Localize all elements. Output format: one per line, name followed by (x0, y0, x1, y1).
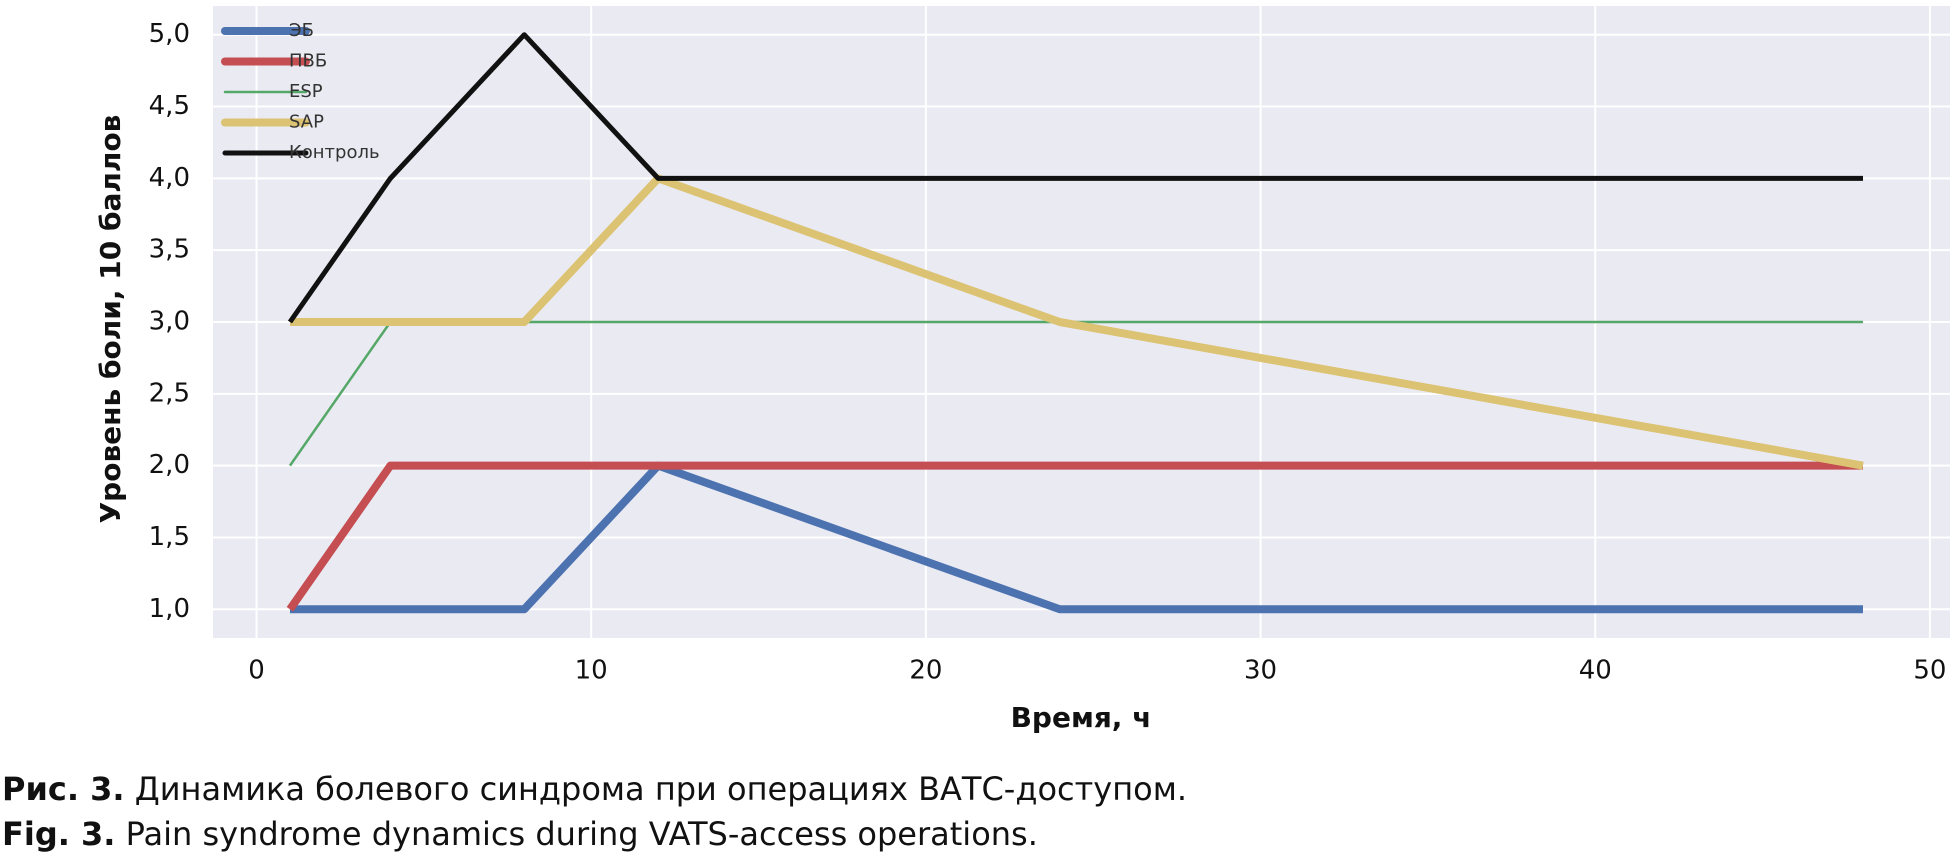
series-line (289, 461, 1863, 614)
legend-label: Контроль (289, 142, 380, 163)
legend-label: SAP (289, 112, 324, 133)
y-axis-title: Уровень боли, 10 баллов (94, 115, 127, 524)
y-tick-label: 5,0 (149, 19, 190, 49)
caption-ru: Рис. 3. Динамика болевого синдрома при о… (2, 770, 1187, 808)
x-tick-label: 30 (1244, 656, 1277, 686)
x-tick-label: 10 (575, 656, 608, 686)
series-line (287, 32, 1863, 324)
x-tick-label: 40 (1579, 656, 1612, 686)
y-tick-label: 3,0 (149, 307, 190, 337)
caption-text: Динамика болевого синдрома при операциях… (134, 770, 1188, 808)
series-line (286, 461, 1863, 612)
caption-en: Fig. 3. Pain syndrome dynamics during VA… (2, 815, 1038, 853)
legend-label: ESP (289, 81, 323, 102)
y-tick-label: 4,0 (149, 163, 190, 193)
chart: Время, ч Уровень боли, 10 баллов 1,0 1,5 2… (94, 6, 1950, 734)
x-axis-title: Время, ч (1011, 701, 1152, 734)
x-tick-label: 50 (1913, 656, 1946, 686)
y-tick-label: 1,0 (149, 594, 190, 624)
caption-label: Fig. 3. (2, 815, 116, 853)
y-tick-label: 2,5 (149, 378, 190, 408)
caption-text: Pain syndrome dynamics during VATS-acces… (125, 815, 1038, 853)
y-tick-label: 1,5 (149, 522, 190, 552)
y-tick-label: 3,5 (149, 235, 190, 265)
legend-label: ЭБ (289, 20, 314, 41)
y-tick-label: 4,5 (149, 91, 190, 121)
series-line (289, 174, 1864, 470)
legend-label: ПВБ (289, 51, 327, 72)
x-tick-label: 0 (248, 656, 265, 686)
caption-label: Рис. 3. (2, 770, 125, 808)
x-tick-label: 20 (909, 656, 942, 686)
series-line (288, 320, 1863, 467)
y-tick-label: 2,0 (149, 450, 190, 480)
legend: ЭБ ПВБ ESP SAP Контроль (221, 20, 380, 163)
